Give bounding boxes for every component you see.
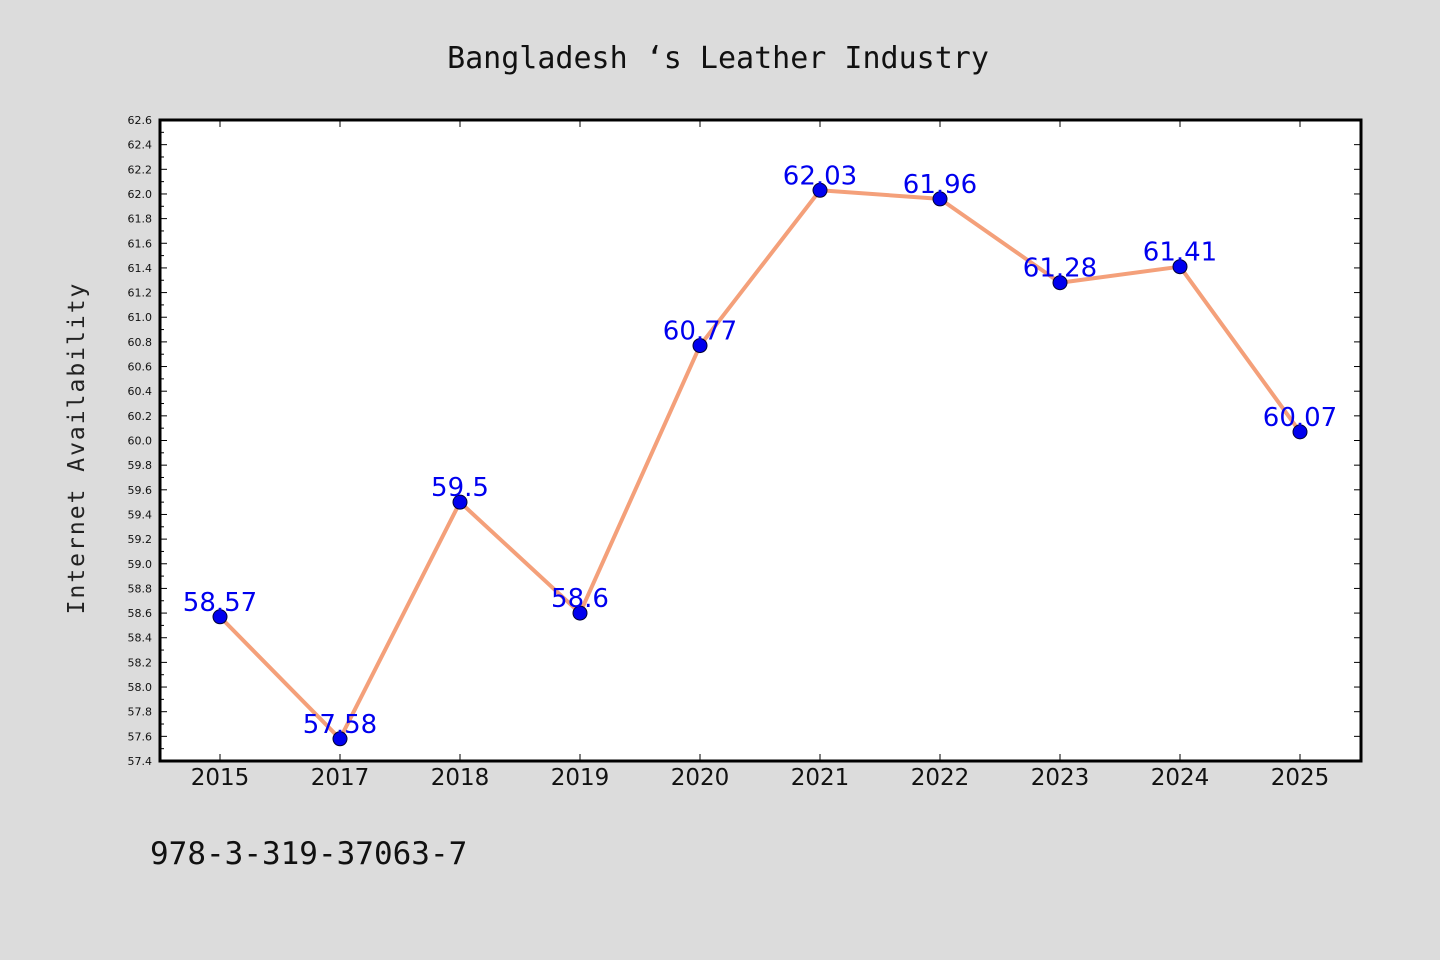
y-tick-label: 61.2 (128, 287, 153, 300)
y-tick-label: 58.8 (128, 582, 153, 595)
data-point (212, 609, 228, 625)
y-tick-label: 61.0 (128, 311, 153, 324)
data-point (1292, 424, 1308, 440)
y-tick-label: 62.6 (128, 114, 153, 127)
y-tick-label: 61.6 (128, 237, 153, 250)
data-point (452, 494, 468, 510)
data-label: 61.28 (1023, 254, 1097, 284)
x-tick-label: 2020 (671, 765, 730, 791)
y-tick-label: 59.6 (128, 484, 153, 497)
y-tick-label: 62.2 (128, 163, 153, 176)
y-tick-label: 57.8 (128, 706, 153, 719)
data-point (332, 731, 348, 747)
series-line-group (218, 188, 1302, 741)
x-tick-label: 2017 (311, 765, 370, 791)
data-label: 62.03 (783, 161, 857, 191)
data-point (1052, 275, 1068, 291)
x-tick-label: 2019 (551, 765, 610, 791)
data-label: 59.5 (431, 473, 489, 503)
y-tick-label: 60.8 (128, 336, 153, 349)
series-markers (212, 182, 1308, 747)
data-label: 57.58 (303, 710, 377, 740)
y-tick-label: 59.8 (128, 459, 153, 472)
data-labels: 58.57 57.58 59.5 58.6 60.77 62.03 61.96 61.28 61… (183, 161, 1337, 740)
y-tick-label: 60.2 (128, 410, 153, 423)
plot-area (158, 118, 1363, 763)
data-point (572, 605, 588, 621)
x-tick-label: 2024 (1151, 765, 1210, 791)
x-tick-label: 2022 (911, 765, 970, 791)
x-tick-label: 2015 (191, 765, 250, 791)
data-point (932, 191, 948, 207)
y-tick-label: 58.2 (128, 656, 153, 669)
y-tick-label: 57.4 (128, 755, 153, 768)
data-label: 60.07 (1263, 403, 1337, 433)
y-tick-label: 58.4 (128, 632, 153, 645)
x-tick-label: 2018 (431, 765, 490, 791)
y-tick-label: 60.0 (128, 435, 153, 448)
y-tick-label: 58.0 (128, 681, 153, 694)
data-label: 58.57 (183, 588, 257, 618)
y-axis-ticks: 57.4 57.6 57.8 58.0 58.2 58.4 58.6 58.8 59.0 59.2… (128, 114, 1361, 768)
y-tick-label: 61.8 (128, 213, 153, 226)
y-tick-label: 61.4 (128, 262, 153, 275)
isbn-footer: 978-3-319-37063-7 (150, 836, 467, 872)
y-tick-label: 59.4 (128, 508, 153, 521)
data-point (692, 338, 708, 354)
data-label: 58.6 (551, 584, 609, 614)
data-point (812, 182, 828, 198)
y-tick-label: 59.0 (128, 558, 153, 571)
y-tick-label: 60.4 (128, 385, 153, 398)
x-tick-label: 2021 (791, 765, 850, 791)
y-tick-label: 57.6 (128, 730, 153, 743)
y-tick-label: 62.4 (128, 139, 153, 152)
y-tick-label: 58.6 (128, 607, 153, 620)
series-line (218, 188, 1302, 741)
x-axis-ticks: 2015 2017 2018 2019 2020 2021 2022 2023 2024 2025 (191, 120, 1330, 791)
data-point (1172, 259, 1188, 275)
x-tick-label: 2023 (1031, 765, 1090, 791)
chart-title: Bangladesh ‘s Leather Industry (447, 41, 989, 76)
y-tick-label: 59.2 (128, 533, 153, 546)
data-label: 60.77 (663, 317, 737, 347)
y-tick-label: 62.0 (128, 188, 153, 201)
y-tick-label: 60.6 (128, 361, 153, 374)
data-label: 61.96 (903, 170, 977, 200)
y-axis-label: Internet Availability (64, 282, 90, 615)
data-label: 61.41 (1143, 238, 1217, 268)
x-tick-label: 2025 (1271, 765, 1330, 791)
